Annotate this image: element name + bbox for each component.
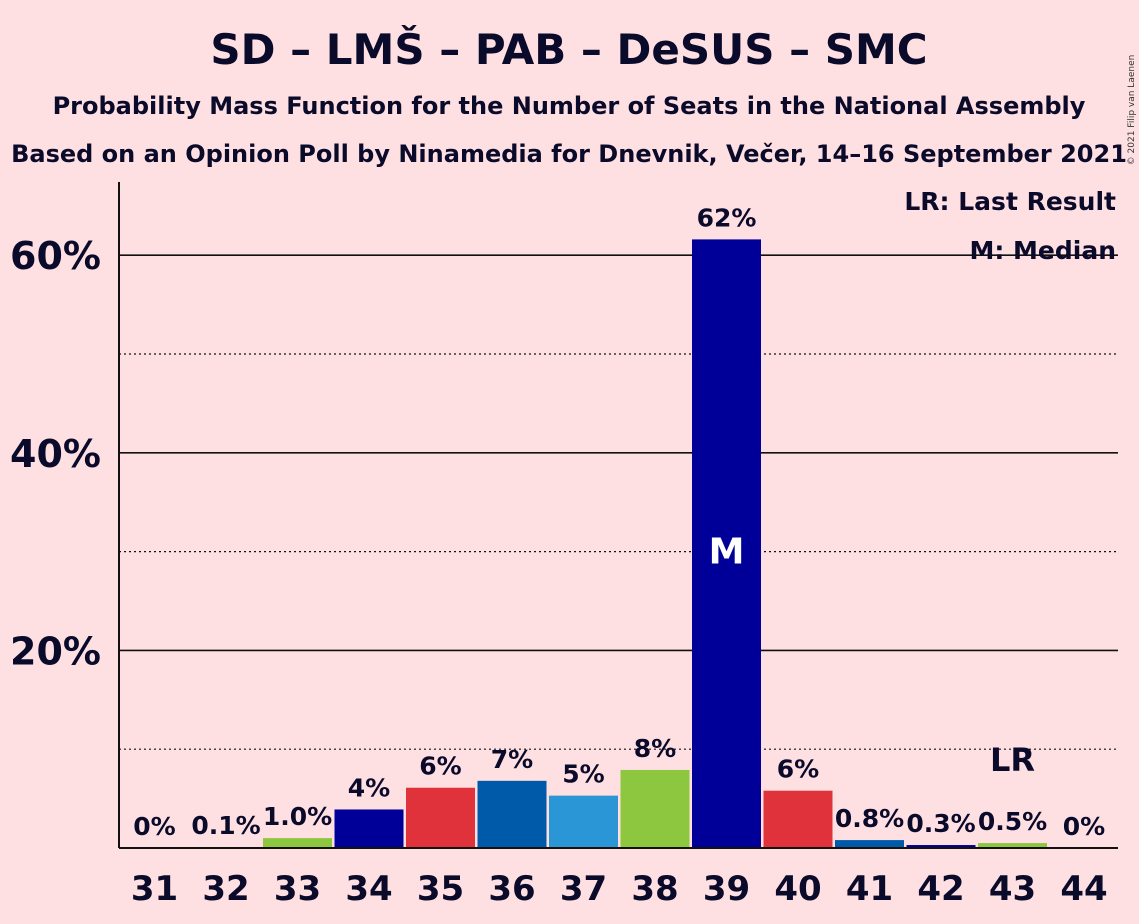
axes: 20% 40% 60% 31 32 33 34 35 36 37 38 39 40 41 42 43 44	[10, 182, 1118, 909]
x-tick-label-41: 41	[846, 869, 893, 909]
x-tick-label-39: 39	[703, 869, 750, 909]
data-labels: 0% 0.1% 1.0% 4% 6% 7% 5% 8% 62% M 6% 0.8% 0.3% 0.5% LR…	[133, 203, 1105, 841]
median-marker: M	[709, 532, 745, 573]
bar-41	[835, 840, 904, 848]
chart-title: SD – LMŠ – PAB – DeSUS – SMC	[210, 24, 927, 74]
x-tick-label-34: 34	[345, 869, 392, 909]
y-tick-label: 20%	[10, 629, 101, 673]
bar-38	[620, 769, 690, 848]
x-tick-label-32: 32	[202, 869, 249, 909]
bar-35	[406, 787, 475, 848]
x-tick-label-35: 35	[417, 869, 464, 909]
data-label-43: 0.5%	[978, 807, 1047, 836]
legend-last-result: LR: Last Result	[904, 187, 1116, 216]
x-tick-label-40: 40	[774, 869, 821, 909]
data-label-41: 0.8%	[835, 804, 904, 833]
x-tick-label-37: 37	[560, 869, 607, 909]
y-tick-label: 40%	[10, 432, 101, 476]
data-label-39: 62%	[697, 203, 757, 232]
data-label-34: 4%	[348, 773, 390, 802]
data-label-40: 6%	[777, 755, 819, 784]
last-result-marker: LR	[990, 741, 1035, 779]
x-tick-label-44: 44	[1060, 869, 1107, 909]
bar-39	[692, 239, 761, 849]
data-label-37: 5%	[562, 760, 604, 789]
bar-43	[978, 843, 1047, 848]
data-label-36: 7%	[491, 745, 533, 774]
bars	[191, 239, 1047, 849]
data-label-33: 1.0%	[263, 802, 332, 831]
x-tick-label-38: 38	[631, 869, 678, 909]
data-label-32: 0.1%	[191, 811, 260, 840]
data-label-35: 6%	[419, 752, 461, 781]
bar-42	[906, 845, 976, 848]
copyright-text: © 2021 Filip van Laenen	[1127, 55, 1137, 166]
legend-median: M: Median	[969, 236, 1116, 265]
bar-40	[763, 790, 833, 848]
data-label-44: 0%	[1063, 812, 1105, 841]
y-tick-label: 60%	[10, 234, 101, 278]
x-tick-label-43: 43	[989, 869, 1036, 909]
x-tick-label-42: 42	[917, 869, 964, 909]
data-label-31: 0%	[133, 812, 175, 841]
x-tick-label-33: 33	[274, 869, 321, 909]
x-tick-label-31: 31	[131, 869, 178, 909]
x-tick-label-36: 36	[488, 869, 535, 909]
data-label-42: 0.3%	[906, 809, 975, 838]
data-label-38: 8%	[634, 734, 676, 763]
bar-36	[477, 780, 547, 848]
bar-33	[263, 838, 332, 848]
bar-34	[334, 809, 404, 848]
chart-subtitle-2: Based on an Opinion Poll by Ninamedia fo…	[11, 140, 1127, 168]
gridlines	[119, 254, 1118, 750]
bar-37	[549, 795, 618, 848]
chart-subtitle: Probability Mass Function for the Number…	[53, 92, 1086, 120]
